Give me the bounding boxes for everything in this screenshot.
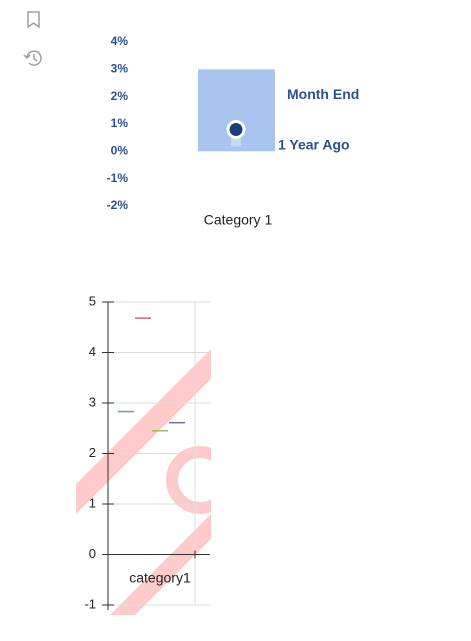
y-tick-label: 3 bbox=[89, 394, 96, 409]
y-tick-label: 2% bbox=[111, 89, 129, 103]
y-tick-label: 4 bbox=[89, 344, 96, 359]
bookmark-icon[interactable] bbox=[27, 11, 40, 29]
y-tick-label: 1% bbox=[111, 116, 129, 130]
y-tick-label: 0% bbox=[111, 144, 129, 158]
y-tick-label: 3% bbox=[111, 62, 129, 76]
y-tick-label: 1 bbox=[89, 495, 96, 510]
marker-stem bbox=[231, 137, 241, 147]
watermark bbox=[76, 349, 211, 615]
y-tick-label: -1 bbox=[84, 596, 96, 611]
y-tick-label: 0 bbox=[89, 546, 96, 561]
y-tick-label: 4% bbox=[111, 34, 129, 48]
series-label: Month End bbox=[287, 86, 359, 102]
x-tick-label: Category 1 bbox=[204, 212, 273, 228]
history-icon[interactable] bbox=[23, 50, 42, 66]
series-label: 1 Year Ago bbox=[278, 137, 350, 153]
y-tick-label: 2 bbox=[89, 445, 96, 460]
marker bbox=[226, 119, 246, 139]
x-tick-label: category1 bbox=[129, 570, 191, 586]
y-tick-label: -1% bbox=[107, 171, 129, 185]
y-tick-label: 5 bbox=[89, 293, 96, 308]
y-tick-label: -2% bbox=[107, 198, 129, 212]
